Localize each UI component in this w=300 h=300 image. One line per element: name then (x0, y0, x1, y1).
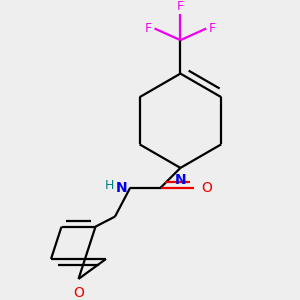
Text: N: N (175, 173, 186, 188)
Text: O: O (73, 286, 84, 300)
Text: F: F (177, 0, 184, 13)
Text: O: O (201, 181, 212, 195)
Text: H: H (105, 179, 114, 192)
Text: N: N (116, 181, 127, 195)
Text: F: F (145, 22, 152, 35)
Text: F: F (209, 22, 216, 35)
